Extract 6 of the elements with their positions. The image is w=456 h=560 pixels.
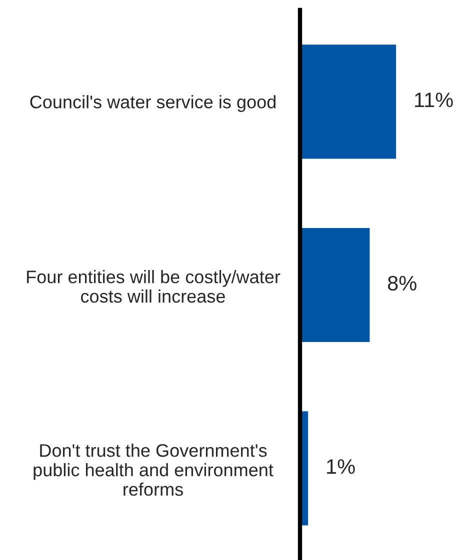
y-tick-label: Don't trust the Government's public health and environment reforms (34, 444, 274, 496)
y-tick-label: Council's water service is good (30, 95, 276, 112)
y-tick-label: Four entities will be costly/water costs will increase (27, 270, 280, 303)
data-label: 8% (388, 276, 416, 291)
data-label: 1% (327, 459, 355, 474)
data-label: 11% (415, 92, 453, 108)
